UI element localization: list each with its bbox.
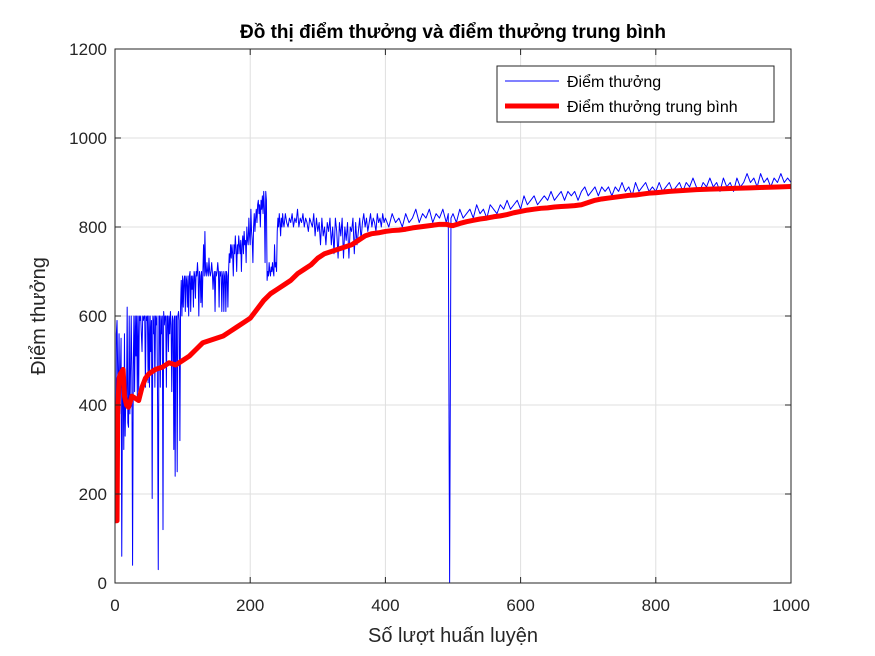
x-tick-label: 800 <box>642 596 670 615</box>
chart-title: Đồ thị điểm thưởng và điểm thưởng trung … <box>240 22 666 43</box>
y-tick-label: 400 <box>79 396 107 415</box>
x-tick-label: 200 <box>236 596 264 615</box>
y-tick-label: 200 <box>79 485 107 504</box>
legend-label-reward: Điểm thưởng <box>567 73 661 91</box>
legend: Điểm thưởng Điểm thưởng trung bình <box>496 65 775 123</box>
legend-label-average-reward: Điểm thưởng trung bình <box>567 98 738 116</box>
x-tick-label: 600 <box>506 596 534 615</box>
x-tick-label: 0 <box>110 596 119 615</box>
y-tick-label: 0 <box>98 574 107 593</box>
y-axis-label: Điểm thưởng <box>28 257 50 375</box>
y-tick-label: 1200 <box>69 40 107 59</box>
y-tick-label: 800 <box>79 218 107 237</box>
x-tick-label: 400 <box>371 596 399 615</box>
ticks: 0 200 400 600 800 1000 0 200 400 600 800 1000 1200 <box>69 40 810 615</box>
y-tick-label: 1000 <box>69 129 107 148</box>
series-layer <box>115 173 791 584</box>
legend-box <box>496 65 775 123</box>
series-line-average-reward <box>115 184 791 524</box>
x-axis-label: Số lượt huấn luyện <box>368 625 538 647</box>
series-line-reward <box>115 173 791 584</box>
y-tick-label: 600 <box>79 307 107 326</box>
x-tick-label: 1000 <box>772 596 810 615</box>
